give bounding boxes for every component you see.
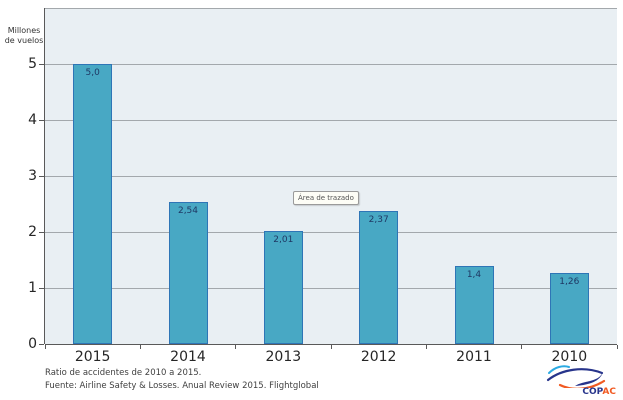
- y-axis-tick: [39, 175, 44, 177]
- y-gridline-1: [45, 287, 617, 289]
- y-axis-label: 5: [28, 56, 37, 72]
- x-axis-label-2010: 2010: [551, 349, 588, 365]
- logo-swoosh-blue-fold: [575, 372, 603, 386]
- bar-value-label-2010: 1,26: [559, 277, 580, 288]
- x-axis-tick: [235, 345, 237, 349]
- y-axis-title-line1: Millones: [7, 26, 41, 35]
- x-axis-label-2012: 2012: [360, 349, 397, 365]
- y-gridline-2: [45, 231, 617, 233]
- footer-source: Fuente: Airline Safety & Losses. Anual R…: [45, 380, 319, 391]
- y-axis-title-line2: de vuelos: [4, 36, 44, 45]
- x-axis-tick: [616, 345, 618, 349]
- bar-2011[interactable]: [454, 265, 494, 344]
- bar-value-label-2015: 5,0: [85, 68, 100, 78]
- x-axis-label-2015: 2015: [74, 349, 111, 365]
- y-axis-label: 0: [28, 336, 37, 352]
- x-axis-line: [45, 344, 617, 345]
- logo-swoosh-blue-upper: [546, 368, 604, 382]
- copac-logo: COPAC: [544, 360, 616, 400]
- y-axis-tick: [39, 119, 44, 121]
- footer-caption: Ratio de accidentes de 2010 a 2015.: [45, 368, 202, 378]
- copac-logo-mark: [546, 365, 606, 388]
- y-axis-label: 4: [28, 112, 37, 128]
- bar-2010[interactable]: [549, 273, 589, 344]
- y-axis-tick: [39, 63, 44, 65]
- x-axis-tick: [521, 345, 523, 349]
- x-axis-tick: [44, 345, 46, 349]
- x-axis-tick: [425, 345, 427, 349]
- y-axis-label: 1: [28, 280, 37, 296]
- x-axis-tick: [139, 345, 141, 349]
- y-axis-label: 3: [28, 168, 37, 184]
- y-axis-line: [44, 8, 45, 344]
- logo-text-ac: AC: [602, 387, 616, 397]
- bar-2014[interactable]: [168, 201, 208, 344]
- bar-2012[interactable]: [359, 211, 399, 344]
- chart-footer: Ratio de accidentes de 2010 a 2015. Fuen…: [45, 367, 319, 392]
- y-axis-tick: [39, 343, 44, 345]
- copac-logo-text: COPAC: [574, 387, 616, 397]
- logo-text-cop: COP: [582, 387, 603, 397]
- y-gridline-3: [45, 175, 617, 177]
- logo-swoosh-orange: [558, 379, 606, 388]
- bar-value-label-2012: 2,37: [368, 215, 389, 226]
- bar-value-label-2014: 2,54: [177, 205, 199, 216]
- y-axis-tick: [39, 287, 44, 289]
- y-axis-label: 2: [28, 224, 37, 240]
- x-axis-label-2013: 2013: [265, 349, 302, 365]
- y-axis-tick: [39, 231, 44, 233]
- bar-value-label-2011: 1,4: [466, 269, 482, 280]
- x-axis-tick: [330, 345, 332, 349]
- bar-2015[interactable]: [73, 64, 113, 344]
- plot-area-tooltip: Área de trazado: [293, 191, 359, 205]
- x-axis-label-2014: 2014: [170, 349, 206, 365]
- bar-value-label-2013: 2,01: [273, 235, 294, 246]
- y-gridline-4: [45, 119, 617, 121]
- bar-2013[interactable]: [263, 231, 303, 344]
- logo-swoosh-cyan: [548, 365, 570, 374]
- y-axis-title: Millones de vuelos: [2, 26, 46, 46]
- y-gridline-5: [45, 63, 617, 65]
- x-axis-label-2011: 2011: [456, 349, 492, 365]
